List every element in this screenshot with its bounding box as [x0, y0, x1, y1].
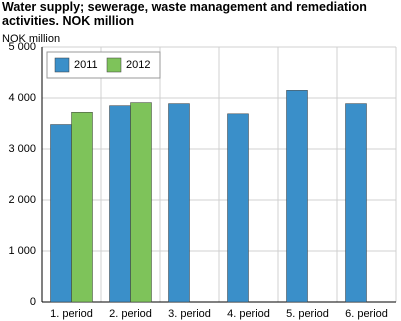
y-tick-label: 0: [30, 296, 36, 308]
x-tick-label: 4. period: [227, 308, 270, 320]
y-tick-label: 3 000: [8, 143, 36, 155]
legend-swatch: [54, 57, 70, 73]
chart-title: Water supply; sewerage, waste management…: [2, 0, 367, 28]
legend-label: 2011: [74, 59, 98, 71]
x-tick-label: 2. period: [109, 308, 152, 320]
y-tick-label: 1 000: [8, 245, 36, 257]
x-tick-label: 6. period: [345, 308, 388, 320]
bar: [168, 103, 190, 303]
y-tick-label: 2 000: [8, 194, 36, 206]
bar: [286, 90, 308, 303]
legend-swatch: [106, 57, 122, 73]
bar: [345, 103, 367, 303]
y-tick-label: 5 000: [8, 41, 36, 53]
x-tick-label: 3. period: [168, 308, 211, 320]
x-tick-label: 5. period: [286, 308, 329, 320]
x-tick-label: 1. period: [50, 308, 93, 320]
y-axis-label: NOK million: [2, 33, 60, 45]
bar: [71, 112, 93, 303]
legend-label: 2012: [126, 59, 150, 71]
y-tick-label: 4 000: [8, 92, 36, 104]
bar: [130, 102, 152, 303]
bar: [109, 105, 131, 303]
bar: [227, 113, 249, 303]
bar: [50, 124, 72, 303]
